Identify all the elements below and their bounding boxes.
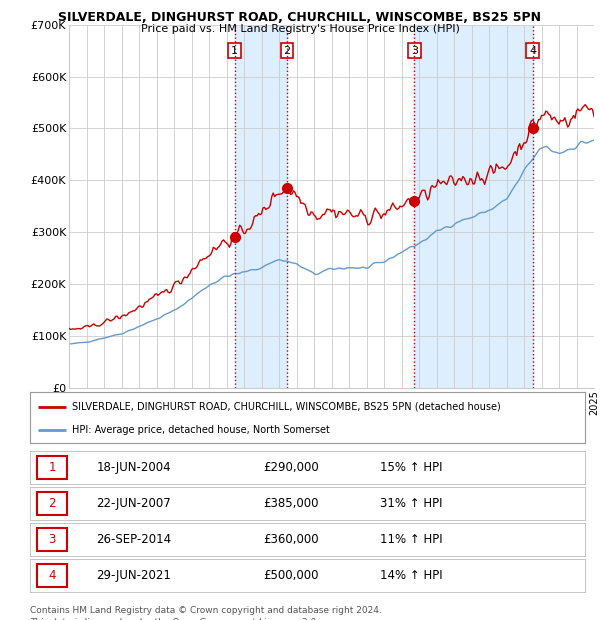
Text: SILVERDALE, DINGHURST ROAD, CHURCHILL, WINSCOMBE, BS25 5PN: SILVERDALE, DINGHURST ROAD, CHURCHILL, W… [59,11,542,24]
Text: 18-JUN-2004: 18-JUN-2004 [97,461,171,474]
Text: £360,000: £360,000 [263,533,319,546]
Text: 11% ↑ HPI: 11% ↑ HPI [380,533,442,546]
Text: HPI: Average price, detached house, North Somerset: HPI: Average price, detached house, Nort… [71,425,329,435]
Text: 14% ↑ HPI: 14% ↑ HPI [380,569,442,582]
Bar [235,25,287,388]
Text: 29-JUN-2021: 29-JUN-2021 [97,569,172,582]
Text: 2: 2 [48,497,56,510]
Bar [37,456,67,479]
Text: £385,000: £385,000 [263,497,319,510]
Text: SILVERDALE, DINGHURST ROAD, CHURCHILL, WINSCOMBE, BS25 5PN (detached house): SILVERDALE, DINGHURST ROAD, CHURCHILL, W… [71,402,500,412]
Bar [37,564,67,587]
Text: Price paid vs. HM Land Registry's House Price Index (HPI): Price paid vs. HM Land Registry's House … [140,24,460,33]
Text: 4: 4 [48,569,56,582]
Text: 26-SEP-2014: 26-SEP-2014 [97,533,172,546]
Bar [37,492,67,515]
Text: 22-JUN-2007: 22-JUN-2007 [97,497,172,510]
Text: 4: 4 [529,46,536,56]
Bar [414,25,533,388]
Text: Contains HM Land Registry data © Crown copyright and database right 2024.
This d: Contains HM Land Registry data © Crown c… [30,606,382,620]
Text: 3: 3 [48,533,56,546]
Text: 31% ↑ HPI: 31% ↑ HPI [380,497,442,510]
Text: £290,000: £290,000 [263,461,319,474]
Text: 15% ↑ HPI: 15% ↑ HPI [380,461,442,474]
Text: £500,000: £500,000 [263,569,319,582]
Bar [37,528,67,551]
Text: 3: 3 [411,46,418,56]
Text: 1: 1 [231,46,238,56]
Text: 1: 1 [48,461,56,474]
Text: 2: 2 [283,46,290,56]
